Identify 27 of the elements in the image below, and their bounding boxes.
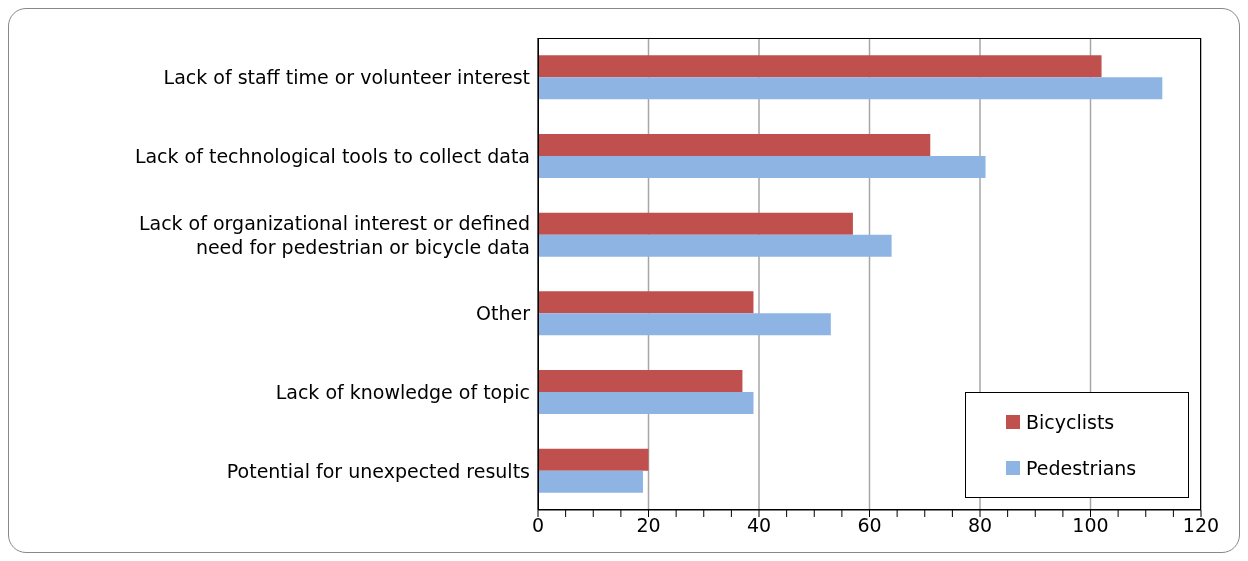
bar [538, 313, 831, 336]
bar [538, 155, 986, 178]
bar [538, 391, 754, 414]
y-tick-label: Other [476, 302, 531, 325]
x-tick-label: 40 [746, 514, 772, 537]
bar [538, 55, 1102, 78]
y-tick-label: Lack of knowledge of topic [275, 381, 530, 403]
x-tick-label: 80 [967, 514, 993, 537]
bar [538, 133, 931, 156]
bar [538, 369, 743, 392]
bar [538, 448, 649, 471]
y-tick-label: Lack of technological tools to collect data [134, 145, 530, 167]
x-tick-label: 60 [857, 514, 882, 537]
bar [538, 234, 892, 257]
x-tick-label: 20 [636, 514, 661, 537]
x-tick-label: 0 [531, 514, 545, 537]
bar [538, 291, 754, 314]
legend-label: Pedestrians [1026, 457, 1137, 479]
y-tick-label: Lack of staff time or volunteer interest [163, 66, 530, 89]
x-tick-label: 100 [1072, 514, 1109, 537]
legend-label: Bicyclists [1026, 411, 1115, 433]
bar [538, 470, 643, 493]
y-tick-label: Potential for unexpected results [226, 459, 530, 482]
bar [538, 212, 853, 235]
bar [538, 77, 1163, 100]
y-tick-label: Lack of organizational interest or defined need for pedestrian or bicycle data [138, 211, 530, 258]
x-tick-label: 120 [1182, 514, 1220, 537]
